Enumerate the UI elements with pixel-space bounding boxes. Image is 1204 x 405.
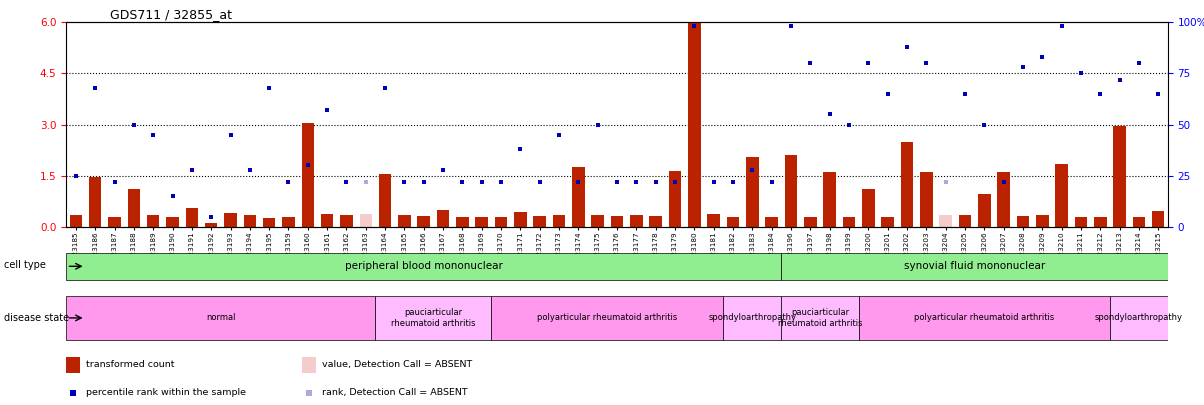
Bar (1114, 126, 1126, 227)
Bar (862, 189, 874, 227)
Text: disease state: disease state (4, 313, 69, 323)
Text: percentile rank within the sample: percentile rank within the sample (87, 388, 247, 397)
Bar (66, 296, 376, 340)
Bar (1055, 164, 1068, 227)
Text: polyarticular rheumatoid arthritis: polyarticular rheumatoid arthritis (914, 313, 1055, 322)
Bar (302, 357, 315, 373)
Bar (166, 217, 179, 227)
Bar (630, 215, 643, 227)
Bar (376, 296, 491, 340)
Bar (1133, 217, 1145, 227)
Bar (746, 157, 759, 227)
Bar (456, 217, 468, 227)
Bar (1075, 217, 1087, 227)
Bar (495, 217, 507, 227)
Bar (379, 174, 391, 227)
Bar (70, 215, 82, 227)
Text: peripheral blood mononuclear: peripheral blood mononuclear (344, 261, 503, 271)
Text: normal: normal (206, 313, 236, 322)
Bar (649, 216, 662, 227)
Bar (282, 217, 295, 227)
Bar (399, 215, 411, 227)
Bar (824, 172, 836, 227)
Text: spondyloarthropathy: spondyloarthropathy (708, 313, 796, 322)
Bar (66, 253, 781, 280)
Bar (262, 218, 276, 227)
Bar (939, 215, 952, 227)
Bar (1152, 211, 1164, 227)
Bar (66, 357, 79, 373)
Bar (205, 224, 218, 227)
Bar (610, 216, 624, 227)
Text: pauciarticular
rheumatoid arthritis: pauciarticular rheumatoid arthritis (778, 308, 862, 328)
Bar (804, 217, 816, 227)
Bar (920, 172, 933, 227)
Bar (843, 217, 855, 227)
Bar (108, 217, 120, 227)
Text: polyarticular rheumatoid arthritis: polyarticular rheumatoid arthritis (537, 313, 678, 322)
Bar (858, 296, 1110, 340)
Text: synovial fluid mononuclear: synovial fluid mononuclear (904, 261, 1045, 271)
Bar (147, 215, 159, 227)
Bar (978, 194, 991, 227)
Bar (320, 214, 334, 227)
Bar (1035, 215, 1049, 227)
Bar (301, 123, 314, 227)
Bar (1016, 216, 1029, 227)
Bar (997, 172, 1010, 227)
Bar (724, 296, 781, 340)
Bar (89, 177, 101, 227)
Bar (491, 296, 724, 340)
Bar (360, 214, 372, 227)
Bar (881, 217, 893, 227)
Text: transformed count: transformed count (87, 360, 175, 369)
Bar (533, 216, 547, 227)
Bar (766, 217, 778, 227)
Bar (224, 213, 237, 227)
Bar (514, 213, 526, 227)
Bar (901, 142, 914, 227)
Bar (958, 215, 972, 227)
Bar (781, 253, 1168, 280)
Bar (785, 155, 797, 227)
Text: value, Detection Call = ABSENT: value, Detection Call = ABSENT (323, 360, 473, 369)
Bar (687, 21, 701, 227)
Bar (727, 217, 739, 227)
Bar (437, 210, 449, 227)
Text: GDS711 / 32855_at: GDS711 / 32855_at (111, 8, 232, 21)
Bar (185, 208, 199, 227)
Bar (418, 216, 430, 227)
Bar (668, 171, 681, 227)
Bar (243, 215, 256, 227)
Text: rank, Detection Call = ABSENT: rank, Detection Call = ABSENT (323, 388, 468, 397)
Bar (1094, 217, 1106, 227)
Bar (572, 167, 585, 227)
Bar (781, 296, 858, 340)
Text: pauciarticular
rheumatoid arthritis: pauciarticular rheumatoid arthritis (391, 308, 476, 328)
Bar (128, 189, 140, 227)
Bar (708, 214, 720, 227)
Bar (476, 217, 488, 227)
Bar (553, 215, 566, 227)
Bar (341, 215, 353, 227)
Bar (1110, 296, 1168, 340)
Bar (591, 215, 604, 227)
Text: cell type: cell type (4, 260, 46, 270)
Text: spondyloarthropathy: spondyloarthropathy (1094, 313, 1182, 322)
